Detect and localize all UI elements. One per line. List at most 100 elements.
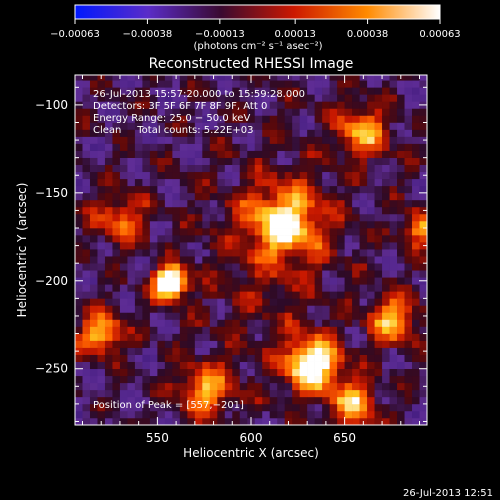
heatmap-cell [412,171,420,180]
heatmap-cell [389,143,398,151]
heatmap-cell [397,129,405,137]
heatmap-cell [299,312,308,320]
heatmap-cell [269,143,278,151]
heatmap-cell [239,361,248,370]
heatmap-cell [112,368,121,377]
heatmap-cell [209,143,218,151]
heatmap-cell [292,164,300,173]
heatmap-cell [307,185,315,194]
heatmap-cell [112,157,121,165]
heatmap-cell [119,270,128,278]
heatmap-cell [397,143,405,151]
heatmap-cell [367,171,375,180]
heatmap-cell [112,410,121,419]
heatmap-cell [419,228,427,236]
heatmap-cell [239,108,248,116]
heatmap-cell [82,361,91,370]
heatmap-cell [119,80,128,88]
heatmap-cell [202,94,211,102]
heatmap-cell [314,115,323,123]
heatmap-cell [89,277,98,285]
heatmap-cell [307,220,315,229]
heatmap-cell [172,256,181,264]
heatmap-cell [112,389,121,398]
heatmap-cell [149,375,158,384]
heatmap-cell [277,143,285,151]
heatmap-cell [412,326,420,334]
heatmap-cell [277,333,285,341]
heatmap-cell [374,199,383,208]
heatmap-cell [149,382,158,391]
heatmap-cell [217,143,226,151]
heatmap-cell [247,319,256,327]
heatmap-cell [232,185,241,194]
heatmap-cell [292,206,300,215]
heatmap-cell [322,150,330,158]
heatmap-cell [374,326,383,334]
heatmap-cell [382,101,390,109]
heatmap-cell [389,213,398,222]
heatmap-cell [419,326,427,334]
heatmap-cell [382,157,390,165]
heatmap-cell [179,305,188,313]
heatmap-cell [224,389,233,398]
heatmap-cell [224,368,233,377]
heatmap-cell [352,354,360,362]
heatmap-cell [404,382,413,391]
heatmap-cell [337,291,345,299]
heatmap-cell [142,249,151,257]
heatmap-cell [344,298,353,306]
heatmap-cell [359,277,368,285]
heatmap-cell [382,263,390,271]
heatmap-cell [352,375,360,384]
heatmap-cell [82,333,91,341]
heatmap-cell [262,94,271,102]
heatmap-cell [187,368,196,377]
heatmap-cell [149,129,158,137]
heatmap-cell [172,291,181,299]
heatmap-cell [232,164,241,173]
heatmap-cell [239,206,248,215]
heatmap-cell [314,178,323,187]
heatmap-cell [404,389,413,398]
heatmap-cell [314,150,323,158]
heatmap-cell [239,129,248,137]
heatmap-cell [247,136,256,144]
heatmap-cell [352,284,360,292]
heatmap-cell [149,199,158,208]
heatmap-cell [239,115,248,123]
heatmap-cell [187,312,196,320]
heatmap-cell [187,410,196,419]
heatmap-cell [82,340,91,348]
heatmap-cell [142,312,151,320]
heatmap-cell [232,347,241,355]
heatmap-cell [202,368,211,377]
heatmap-cell [97,129,106,137]
heatmap-cell [149,298,158,306]
heatmap-cell [329,235,338,243]
heatmap-cell [367,319,375,327]
heatmap-cell [307,213,315,222]
heatmap-cell [299,270,308,278]
heatmap-cell [172,382,181,391]
heatmap-cell [247,150,256,158]
heatmap-cell [412,263,420,271]
heatmap-cell [104,284,113,292]
heatmap-cell [104,249,113,257]
heatmap-cell [329,178,338,187]
heatmap-cell [82,417,91,425]
heatmap-cell [337,87,345,95]
heatmap-cell [277,192,285,201]
heatmap-cell [217,80,226,88]
heatmap-cell [404,220,413,229]
heatmap-cell [217,396,226,405]
heatmap-cell [164,94,173,102]
heatmap-cell [119,326,128,334]
heatmap-cell [262,263,271,271]
heatmap-cell [269,199,278,208]
heatmap-cell [359,115,368,123]
heatmap-cell [187,164,196,173]
heatmap-cell [397,101,405,109]
heatmap-cell [389,382,398,391]
heatmap-cell [269,284,278,292]
